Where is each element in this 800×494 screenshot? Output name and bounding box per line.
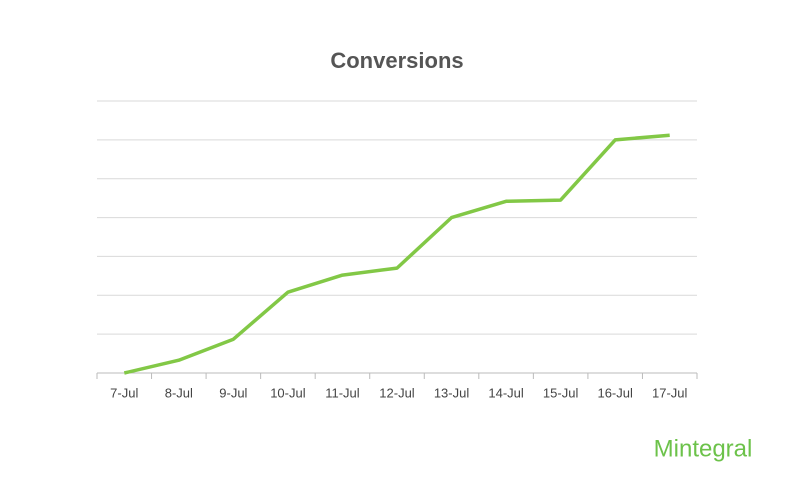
x-tick-label: 13-Jul (434, 385, 470, 400)
line (123, 133, 670, 375)
logo: Mintegral (654, 435, 753, 462)
x-tick-label: 16-Jul (597, 385, 633, 400)
x-tick-label: 15-Jul (543, 385, 579, 400)
x-tick-label: 8-Jul (165, 385, 193, 400)
x-tick-label: 9-Jul (219, 385, 247, 400)
x-tick-label: 7-Jul (110, 385, 138, 400)
chart-title: Conversions (330, 48, 463, 73)
x-tick-label: 12-Jul (379, 385, 415, 400)
x-tick-label: 11-Jul (325, 385, 360, 400)
x-tick-label: 10-Jul (270, 385, 306, 400)
x-tick-label: 17-Jul (652, 385, 688, 400)
x-tick-label: 14-Jul (488, 385, 524, 400)
